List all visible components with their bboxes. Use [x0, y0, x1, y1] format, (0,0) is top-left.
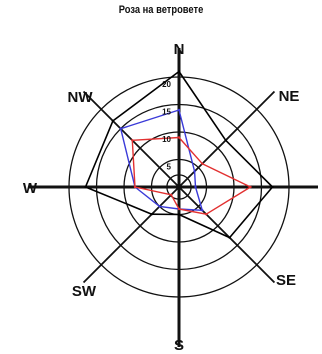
series-1-point-sw	[150, 213, 153, 216]
axis-sw	[82, 186, 180, 284]
direction-label-se: SE	[276, 272, 296, 289]
direction-label-s: S	[174, 337, 184, 354]
series-1-point-w	[84, 185, 87, 189]
tick-label-20: 20	[162, 80, 171, 89]
series-3-point-e	[249, 185, 252, 189]
direction-label-n: N	[174, 41, 185, 58]
series-1-point-e	[271, 185, 274, 189]
direction-label-ne: NE	[279, 88, 300, 105]
series-1-point-nw	[111, 119, 115, 123]
series-3-point-s	[177, 207, 181, 211]
series-3-point-sw	[170, 193, 173, 196]
series-2-point-sw	[158, 205, 161, 208]
tick-label-15: 15	[162, 108, 171, 117]
chart-title: Роза на ветровете	[118, 4, 204, 16]
series-2-point-e	[194, 185, 197, 189]
series-1-point-se	[228, 236, 231, 239]
series-3-point-w	[133, 185, 137, 189]
tick-label-10: 10	[162, 135, 171, 144]
direction-labels: N NE SE S SW W NW	[23, 41, 300, 354]
series-2-point-se	[201, 209, 204, 212]
series-1-point-n	[177, 70, 181, 73]
series-1-point-ne	[224, 139, 227, 142]
series-1-point-s	[177, 213, 181, 216]
series-3-point-n	[177, 136, 181, 139]
series-polygons	[84, 70, 274, 239]
direction-label-w: W	[23, 180, 38, 197]
axis-se	[178, 186, 276, 284]
tick-label-5: 5	[167, 163, 172, 172]
radial-tick-labels: 5 10 15 20	[162, 80, 171, 172]
series-3-point-ne	[201, 162, 204, 165]
direction-label-sw: SW	[72, 283, 97, 300]
series-3-point-nw	[131, 139, 134, 142]
series-2-point-n	[177, 108, 181, 112]
axis-nw	[82, 90, 180, 188]
series-2-point-nw	[119, 127, 122, 130]
direction-label-nw: NW	[68, 89, 94, 106]
series-2-point-ne	[193, 170, 196, 173]
series-3-point-se	[205, 213, 208, 216]
